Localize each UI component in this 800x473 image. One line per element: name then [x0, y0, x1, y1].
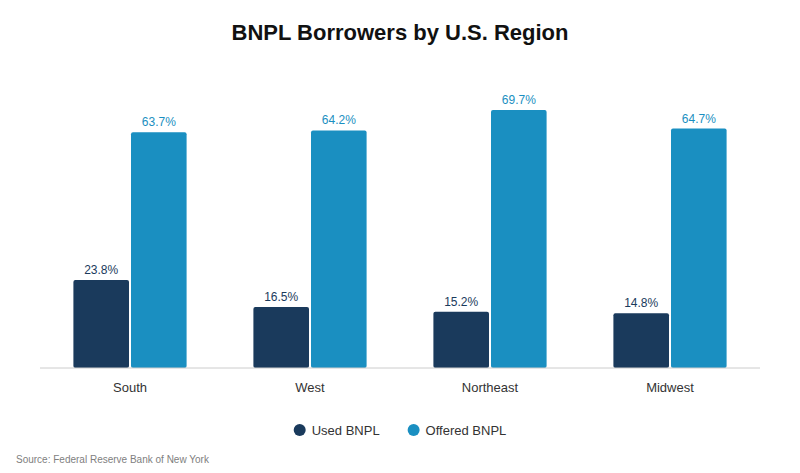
legend: Used BNPL Offered BNPL — [294, 423, 507, 438]
legend-label: Offered BNPL — [426, 423, 507, 438]
bar — [613, 313, 669, 368]
background — [0, 0, 800, 473]
data-label: 23.8% — [84, 263, 118, 277]
data-label: 63.7% — [142, 115, 176, 129]
x-tick-label: Midwest — [646, 380, 694, 395]
bar — [433, 312, 489, 368]
data-label: 15.2% — [444, 295, 478, 309]
bar — [131, 132, 187, 368]
bar — [491, 110, 547, 368]
x-tick-label: South — [113, 380, 147, 395]
data-labels: 23.8% 16.5% 15.2% 14.8% 63.7% 64.2% 69.7% 64.7% — [84, 93, 716, 310]
data-label: 64.7% — [682, 112, 716, 126]
bars — [73, 110, 726, 368]
bar — [311, 130, 367, 368]
data-label: 14.8% — [624, 296, 658, 310]
legend-marker — [408, 424, 420, 436]
chart-container: BNPL Borrowers by U.S. Region 23.8% 16.5% 1… — [0, 0, 800, 473]
baseline — [40, 368, 760, 369]
x-axis: South West Northeast Midwest — [113, 380, 694, 395]
bar — [73, 280, 129, 368]
x-tick-label: Northeast — [462, 380, 519, 395]
x-tick-label: West — [295, 380, 325, 395]
data-label: 69.7% — [502, 93, 536, 107]
legend-item: Offered BNPL — [408, 423, 507, 438]
bar — [253, 307, 309, 368]
data-label: 64.2% — [322, 113, 356, 127]
chart-svg: BNPL Borrowers by U.S. Region 23.8% 16.5% 1… — [0, 0, 800, 473]
legend-item: Used BNPL — [294, 423, 380, 438]
legend-marker — [294, 424, 306, 436]
bar — [671, 129, 727, 368]
data-label: 16.5% — [264, 290, 298, 304]
title: BNPL Borrowers by U.S. Region — [232, 20, 569, 45]
source-note: Source: Federal Reserve Bank of New York — [16, 454, 210, 465]
legend-label: Used BNPL — [312, 423, 380, 438]
